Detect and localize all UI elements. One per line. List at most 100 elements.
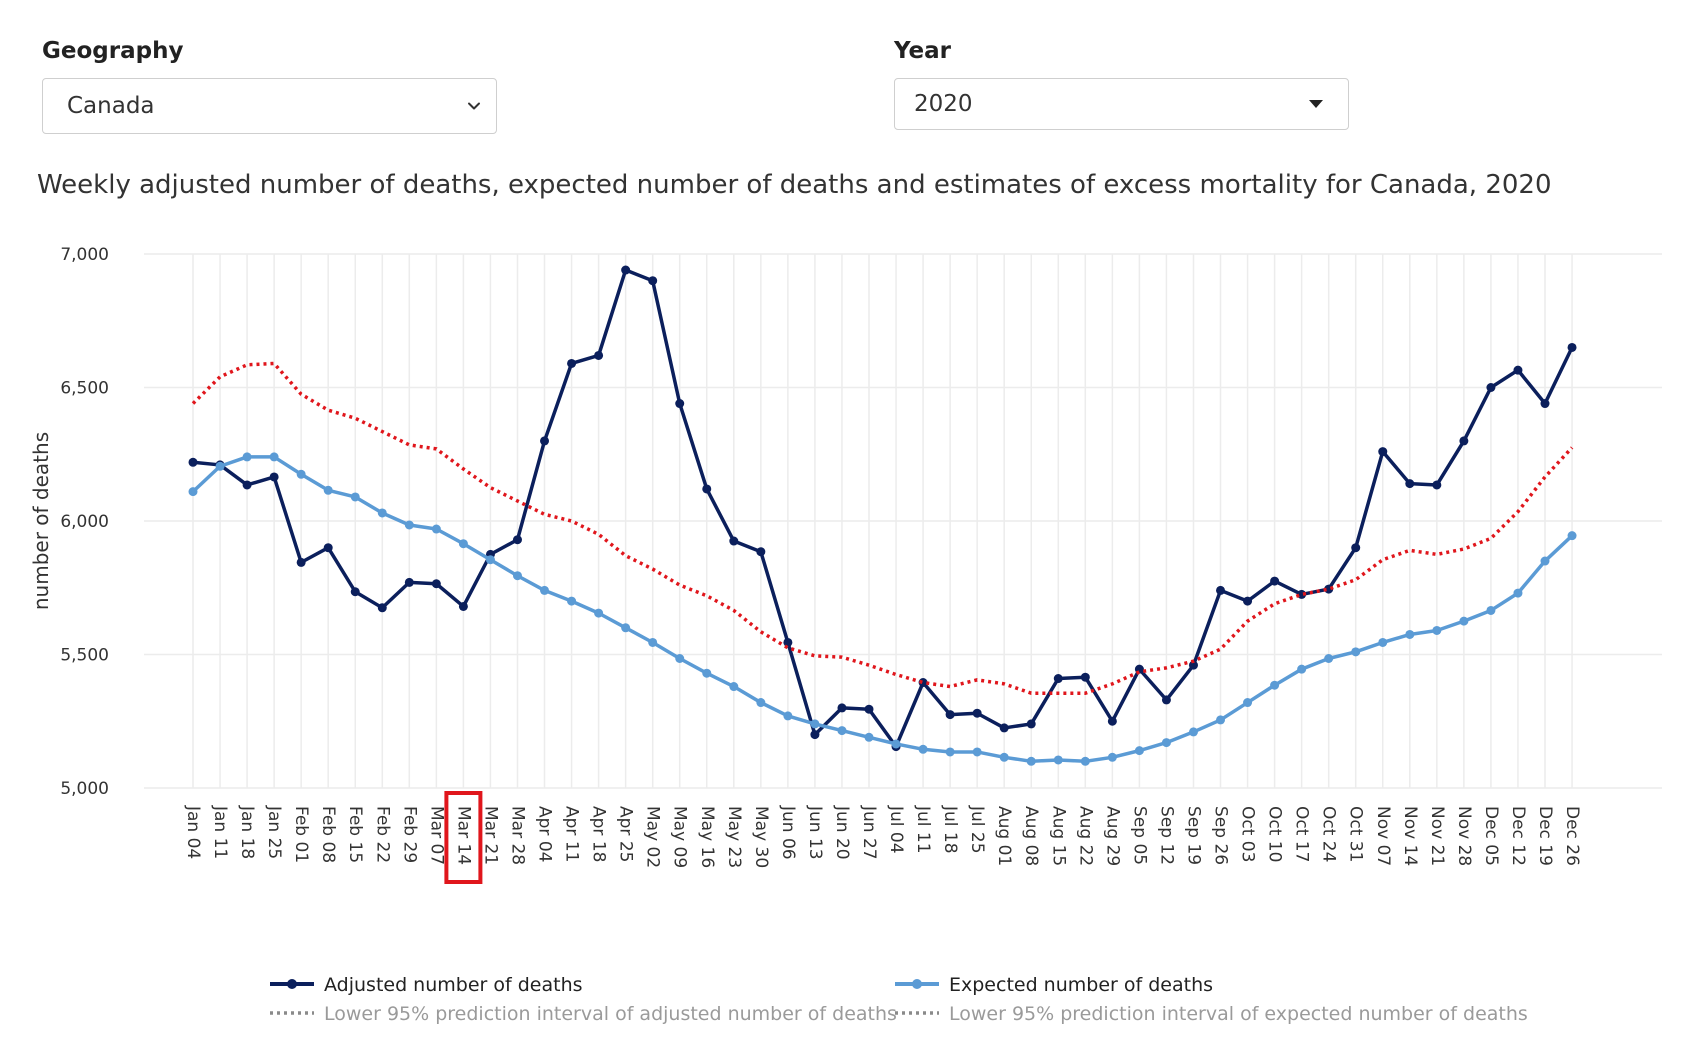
data-point	[972, 708, 982, 718]
data-point	[1432, 625, 1442, 635]
data-point	[567, 358, 577, 368]
legend-item: Lower 95% prediction interval of expecte…	[895, 1003, 1528, 1025]
data-point	[1161, 738, 1171, 748]
legend-marker	[912, 979, 922, 989]
year-label: Year	[894, 38, 952, 64]
x-tick-label: May 09	[670, 806, 690, 868]
x-tick-label: Jul 25	[967, 805, 987, 854]
x-tick-label: Jun 13	[805, 805, 825, 860]
legend-label: Lower 95% prediction interval of adjuste…	[324, 1003, 897, 1025]
data-point	[1080, 756, 1090, 766]
data-point	[1513, 588, 1523, 598]
data-point	[269, 472, 279, 482]
data-point	[1026, 756, 1036, 766]
data-point	[1270, 576, 1280, 586]
y-tick-label: 6,000	[60, 512, 109, 532]
data-point	[1107, 716, 1117, 726]
geography-select[interactable]: Canada	[42, 78, 497, 134]
x-tick-label: Mar 07	[426, 806, 446, 865]
x-tick-label: Oct 10	[1265, 806, 1285, 862]
data-point	[1405, 479, 1415, 489]
legend-item: Adjusted number of deaths	[270, 974, 583, 996]
data-point	[1297, 664, 1307, 674]
highlight-box	[444, 791, 483, 884]
data-point	[702, 668, 712, 678]
x-tick-label: May 16	[697, 806, 717, 868]
data-point	[1053, 674, 1063, 684]
x-tick-label: Aug 22	[1075, 806, 1095, 866]
x-tick-label: Mar 28	[507, 806, 527, 865]
data-point	[1188, 727, 1198, 737]
data-point	[1378, 637, 1388, 647]
data-point	[1080, 672, 1090, 682]
data-point	[1459, 616, 1469, 626]
data-point	[1405, 629, 1415, 639]
data-point	[377, 508, 387, 518]
data-point	[1216, 585, 1226, 595]
data-point	[1026, 719, 1036, 729]
data-point	[837, 726, 847, 736]
data-point	[512, 571, 522, 581]
data-point	[810, 730, 820, 740]
data-point	[594, 608, 604, 618]
data-point	[837, 703, 847, 713]
x-tick-label: Oct 03	[1238, 806, 1258, 862]
series-1	[188, 452, 1577, 766]
data-point	[1513, 365, 1523, 375]
data-point	[1486, 383, 1496, 392]
x-tick-label: Sep 12	[1156, 806, 1176, 865]
legend-item: Expected number of deaths	[895, 974, 1213, 996]
x-tick-label: Apr 18	[589, 806, 609, 862]
y-axis-label: number of deaths	[29, 432, 53, 610]
x-tick-label: Sep 05	[1129, 806, 1149, 865]
data-point	[1351, 543, 1361, 553]
legend: Adjusted number of deaths Expected number…	[270, 974, 1528, 1025]
x-tick-label: Jul 11	[913, 805, 933, 854]
data-point	[1567, 531, 1577, 541]
data-point	[431, 579, 441, 589]
x-tick-label: Jan 04	[183, 805, 203, 859]
x-tick-label: Apr 04	[535, 806, 555, 862]
data-point	[1459, 436, 1469, 446]
x-tick-label: Aug 01	[994, 806, 1014, 866]
x-tick-label: Jun 20	[832, 805, 852, 860]
data-point	[350, 587, 360, 597]
x-tick-label: Dec 12	[1508, 806, 1528, 866]
data-point	[242, 452, 252, 462]
chevron-down-icon	[468, 102, 480, 110]
x-tick-label: Nov 21	[1427, 806, 1447, 866]
data-point	[1243, 596, 1253, 606]
data-point	[188, 487, 198, 497]
legend-label: Lower 95% prediction interval of expecte…	[949, 1003, 1528, 1025]
gridlines	[144, 253, 1662, 789]
x-tick-label: Apr 11	[562, 806, 582, 862]
x-tick-label: Apr 25	[616, 806, 636, 862]
data-point	[729, 682, 739, 692]
legend-item: Lower 95% prediction interval of adjuste…	[270, 1003, 897, 1025]
caret-down-icon	[1309, 100, 1323, 108]
data-point	[1216, 715, 1226, 725]
x-tick-label: May 30	[751, 806, 771, 868]
year-select[interactable]: 2020	[894, 78, 1349, 130]
x-tick-label: Aug 29	[1102, 806, 1122, 866]
data-point	[783, 637, 793, 647]
data-point	[621, 623, 631, 633]
data-point	[945, 747, 955, 757]
data-point	[891, 739, 901, 749]
data-point	[269, 452, 279, 462]
y-tick-label: 6,500	[60, 379, 109, 399]
data-point	[1188, 660, 1198, 670]
x-tick-label: Feb 08	[318, 806, 338, 863]
data-point	[323, 485, 333, 495]
data-point	[756, 698, 766, 708]
data-point	[1378, 447, 1388, 457]
data-point	[1351, 647, 1361, 657]
data-point	[783, 711, 793, 721]
data-point	[296, 557, 306, 567]
x-tick-label: May 02	[643, 806, 663, 868]
x-tick-label: Jul 04	[886, 805, 906, 854]
x-tick-label: Oct 24	[1319, 806, 1339, 862]
series-line	[191, 361, 1574, 695]
chart-title: Weekly adjusted number of deaths, expect…	[37, 170, 1552, 200]
